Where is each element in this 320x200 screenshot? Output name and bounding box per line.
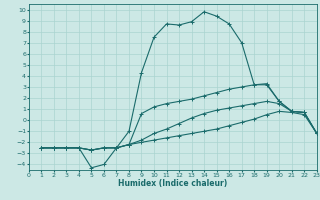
X-axis label: Humidex (Indice chaleur): Humidex (Indice chaleur): [118, 179, 228, 188]
